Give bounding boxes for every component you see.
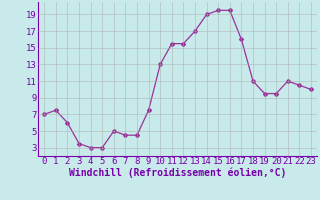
X-axis label: Windchill (Refroidissement éolien,°C): Windchill (Refroidissement éolien,°C) [69,168,286,178]
